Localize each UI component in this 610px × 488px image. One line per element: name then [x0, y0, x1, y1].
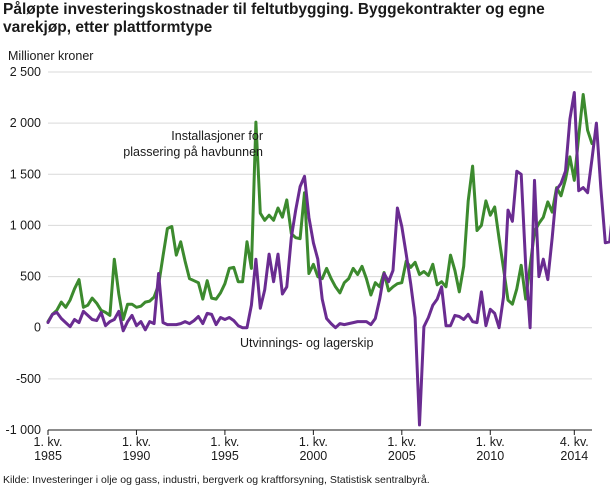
x-tick-label: 2014 — [560, 449, 588, 463]
x-tick-label: 4. kv. — [560, 435, 589, 449]
x-tick-label: 2010 — [476, 449, 504, 463]
x-tick-label: 1. kv. — [34, 435, 63, 449]
source-note: Kilde: Investeringer i olje og gass, ind… — [3, 474, 430, 486]
chart-title: Påløpte investeringskostnader til feltut… — [3, 1, 545, 36]
y-tick-label: 2 500 — [10, 65, 41, 79]
x-tick-label: 1990 — [123, 449, 151, 463]
x-tick-label: 1. kv. — [476, 435, 505, 449]
x-tick-label: 2000 — [299, 449, 327, 463]
y-tick-label: 1 000 — [10, 218, 41, 232]
series-lines — [46, 91, 610, 427]
annotations: Installasjoner for plassering på havbunne… — [123, 129, 373, 350]
x-tick-label: 1995 — [211, 449, 239, 463]
annotation-utvinning: Utvinnings- og lagerskip — [240, 336, 373, 350]
y-tick-label: -1 000 — [6, 423, 41, 437]
y-tick-label: 500 — [20, 270, 41, 284]
x-tick-label: 2005 — [388, 449, 416, 463]
y-tick-label: 0 — [34, 321, 41, 335]
y-tick-label: -500 — [16, 372, 41, 386]
x-tick-label: 1. kv. — [387, 435, 416, 449]
y-tick-label: 2 000 — [10, 116, 41, 130]
x-tick-label: 1985 — [34, 449, 62, 463]
grid-lines — [48, 71, 592, 431]
y-tick-label: 1 500 — [10, 167, 41, 181]
x-tick-label: 1. kv. — [122, 435, 151, 449]
series-line-utvinning — [46, 91, 610, 427]
x-tick-label: 1. kv. — [210, 435, 239, 449]
line-chart: -1 000 -500 0 500 1 000 1 500 2 000 2 500 1. kv… — [6, 65, 610, 463]
y-axis-ticks: -1 000 -500 0 500 1 000 1 500 2 000 2 500 — [6, 65, 42, 437]
x-tick-label: 1. kv. — [299, 435, 328, 449]
annotation-installasjoner: Installasjoner for plassering på havbunne… — [123, 129, 263, 159]
y-axis-unit-label: Millioner kroner — [8, 49, 94, 63]
